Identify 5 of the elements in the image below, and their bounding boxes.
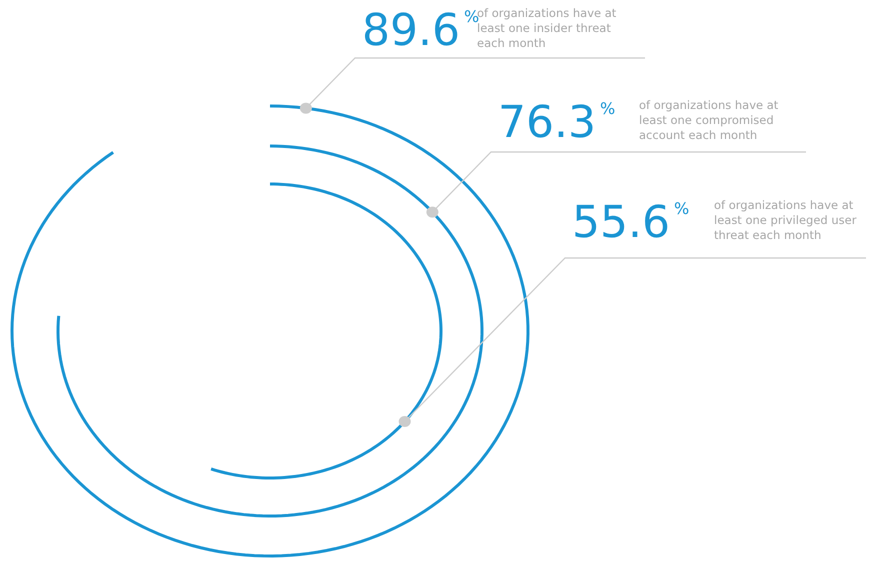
category-label: of organizations have at least one compromised account each month — [639, 98, 779, 142]
data-label: 76.3% — [498, 97, 616, 148]
category-label: of organizations have at least one privileged user threat each month — [714, 198, 857, 242]
category-label: of organizations have at least one insider threat each month — [477, 6, 617, 50]
data-label: 55.6% — [572, 197, 690, 248]
